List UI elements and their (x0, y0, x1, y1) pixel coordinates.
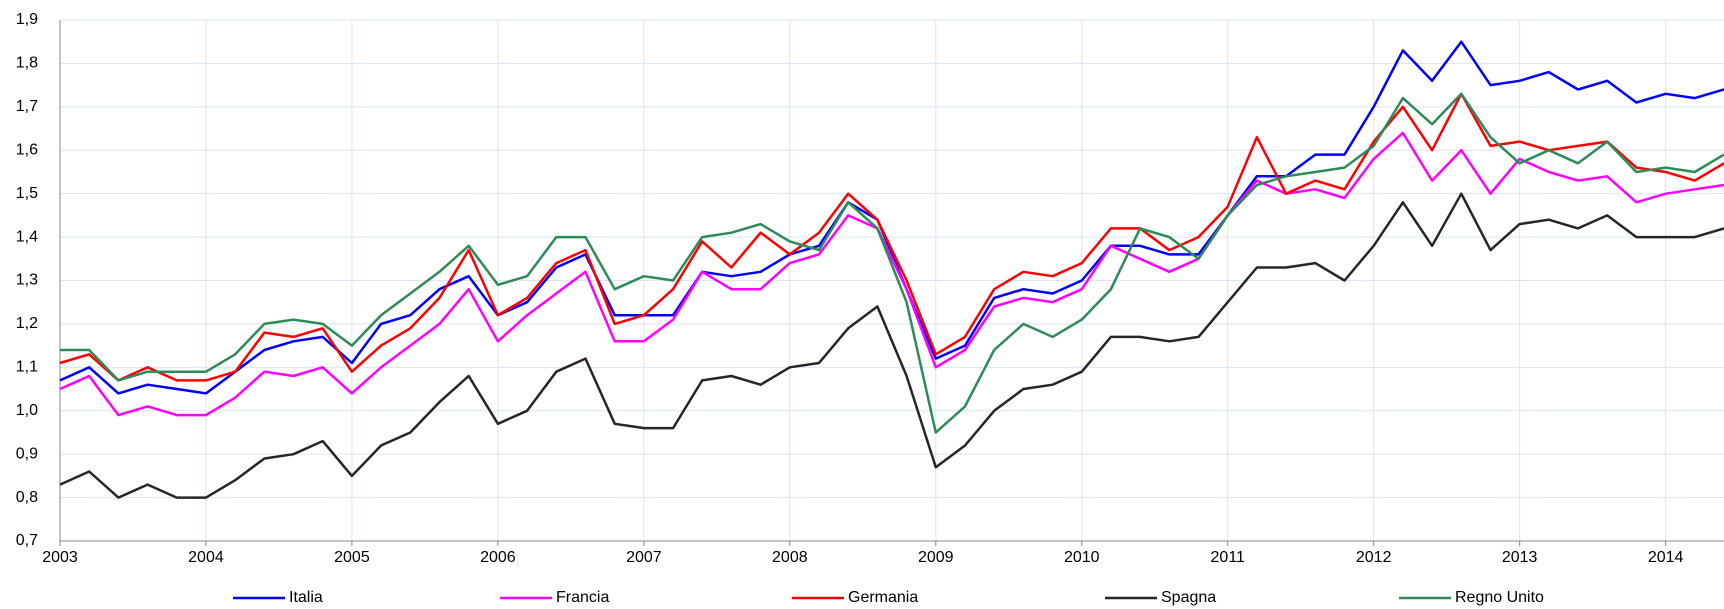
series-line (59, 192, 1724, 499)
series-line (59, 131, 1724, 417)
y-tick-label: 1,1 (16, 359, 38, 376)
y-tick-label: 1,8 (16, 55, 38, 72)
legend-label: Germania (848, 589, 918, 606)
y-tick-label: 1,6 (16, 141, 38, 158)
legend-label: Francia (556, 589, 609, 606)
x-tick-label: 2007 (626, 549, 662, 566)
x-tick-label: 2012 (1356, 549, 1392, 566)
y-tick-label: 0,8 (16, 489, 38, 506)
series-line (60, 92, 1724, 434)
legend-label: Spagna (1161, 589, 1216, 606)
x-tick-label: 2004 (188, 549, 224, 566)
y-tick-label: 1,9 (16, 11, 38, 28)
y-tick-label: 1,5 (16, 185, 38, 202)
x-tick-label: 2003 (42, 549, 78, 566)
y-tick-label: 0,7 (16, 532, 38, 549)
x-tick-label: 2011 (1211, 549, 1246, 566)
x-tick-label: 2014 (1648, 549, 1684, 566)
y-tick-label: 1,4 (16, 228, 38, 245)
x-tick-label: 2006 (480, 549, 516, 566)
x-tick-label: 2013 (1502, 549, 1538, 566)
x-tick-label: 2005 (334, 549, 370, 566)
x-tick-label: 2008 (772, 549, 808, 566)
legend-label: Regno Unito (1455, 589, 1544, 606)
y-tick-label: 1,0 (16, 402, 38, 419)
y-tick-label: 1,3 (16, 272, 38, 289)
series-line (59, 92, 1724, 382)
x-tick-label: 2010 (1064, 549, 1100, 566)
y-tick-label: 0,9 (16, 445, 38, 462)
x-tick-label: 2009 (918, 549, 954, 566)
y-tick-label: 1,2 (16, 315, 38, 332)
y-tick-label: 1,7 (16, 98, 38, 115)
legend-label: Italia (289, 589, 323, 606)
